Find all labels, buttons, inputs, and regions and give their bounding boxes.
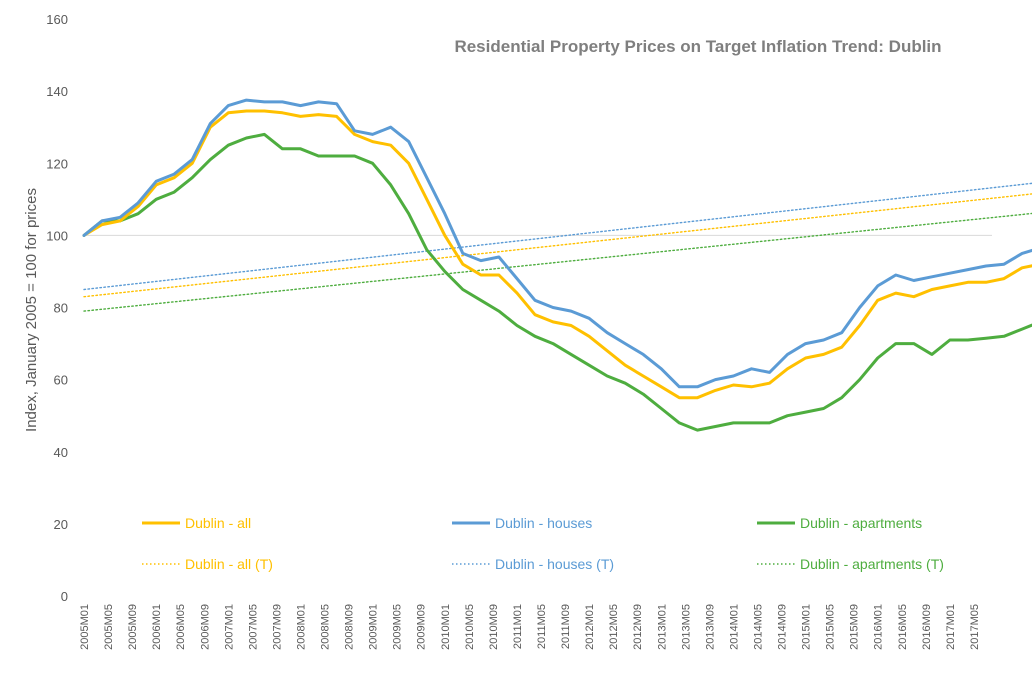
y-tick-label-160: 160 (46, 12, 68, 27)
x-tick-label-2015m05: 2015M05 (825, 604, 837, 650)
x-tick-label-2006m09: 2006M09 (199, 604, 211, 650)
x-tick-label-2006m05: 2006M05 (175, 604, 187, 650)
x-tick-label-2014m09: 2014M09 (777, 604, 789, 650)
x-tick-label-2007m01: 2007M01 (223, 604, 235, 650)
x-tick-label-2012m05: 2012M05 (608, 604, 620, 650)
legend-label-dublin-houses-t: Dublin - houses (T) (495, 556, 614, 572)
x-tick-label-2007m09: 2007M09 (271, 604, 283, 650)
x-tick-label-2009m01: 2009M01 (368, 604, 380, 650)
x-tick-label-2016m01: 2016M01 (873, 604, 885, 650)
legend-label-dublin-all-t: Dublin - all (T) (185, 556, 273, 572)
x-tick-label-2010m01: 2010M01 (440, 604, 452, 650)
y-tick-label-20: 20 (54, 517, 68, 532)
y-tick-label-80: 80 (54, 301, 68, 316)
x-tick-label-2017m01: 2017M01 (945, 604, 957, 650)
series-line-dublin-houses (82, 98, 1032, 389)
x-tick-label-2006m01: 2006M01 (151, 604, 163, 650)
y-tick-label-140: 140 (46, 84, 68, 99)
x-tick-label-2016m05: 2016M05 (897, 604, 909, 650)
x-tick-label-2008m05: 2008M05 (320, 604, 332, 650)
x-tick-label-2013m01: 2013M01 (656, 604, 668, 650)
series-line-dublin-apartments-t (83, 212, 1032, 312)
x-tick-label-2008m01: 2008M01 (296, 604, 308, 650)
x-tick-label-2011m09: 2011M09 (560, 604, 572, 649)
legend-label-dublin-houses: Dublin - houses (495, 515, 592, 531)
legend: Dublin - all Dublin - houses Dublin - apar… (142, 515, 944, 572)
x-axis-ticks: 2005M01 2005M05 2005M09 2006M01 2006M05 2006M… (79, 604, 981, 650)
x-tick-label-2005m01: 2005M01 (79, 604, 91, 650)
x-tick-label-2012m01: 2012M01 (584, 604, 596, 650)
x-tick-label-2014m05: 2014M05 (753, 604, 765, 650)
y-tick-label-40: 40 (54, 445, 68, 460)
x-tick-label-2013m09: 2013M09 (704, 604, 716, 650)
x-tick-label-2015m01: 2015M01 (801, 604, 813, 650)
x-tick-label-2009m09: 2009M09 (416, 604, 428, 650)
x-tick-label-2010m05: 2010M05 (464, 604, 476, 650)
x-tick-label-2005m05: 2005M05 (103, 604, 115, 650)
legend-label-dublin-apartments-t: Dublin - apartments (T) (800, 556, 944, 572)
series-line-dublin-houses-t (83, 182, 1032, 291)
x-tick-label-2014m01: 2014M01 (728, 604, 740, 650)
y-axis-ticks: 0 20 40 60 80 100 120 140 160 (46, 12, 68, 604)
y-tick-label-60: 60 (54, 373, 68, 388)
x-tick-label-2016m09: 2016M09 (921, 604, 933, 650)
series-lines (82, 98, 1032, 432)
x-tick-label-2013m05: 2013M05 (680, 604, 692, 650)
x-tick-label-2012m09: 2012M09 (632, 604, 644, 650)
x-tick-label-2015m09: 2015M09 (849, 604, 861, 650)
x-tick-label-2005m09: 2005M09 (127, 604, 139, 650)
x-tick-label-2011m05: 2011M05 (536, 604, 548, 649)
x-tick-label-2009m05: 2009M05 (392, 604, 404, 650)
legend-label-dublin-apartments: Dublin - apartments (800, 515, 922, 531)
series-line-dublin-all (82, 109, 1032, 400)
x-tick-label-2010m09: 2010M09 (488, 604, 500, 650)
x-tick-label-2011m01: 2011M01 (512, 604, 524, 649)
y-tick-label-120: 120 (46, 156, 68, 171)
chart-title: Residential Property Prices on Target In… (454, 37, 941, 56)
x-tick-label-2017m05: 2017M05 (969, 604, 981, 650)
x-tick-label-2008m09: 2008M09 (344, 604, 356, 650)
series-line-dublin-apartments (82, 132, 1032, 432)
x-tick-label-2007m05: 2007M05 (247, 604, 259, 650)
series-line-dublin-all-t (83, 193, 1032, 298)
legend-label-dublin-all: Dublin - all (185, 515, 251, 531)
y-tick-label-100: 100 (46, 228, 68, 243)
y-axis-label: Index, January 2005 = 100 for prices (23, 188, 40, 432)
y-tick-label-0: 0 (61, 589, 68, 604)
